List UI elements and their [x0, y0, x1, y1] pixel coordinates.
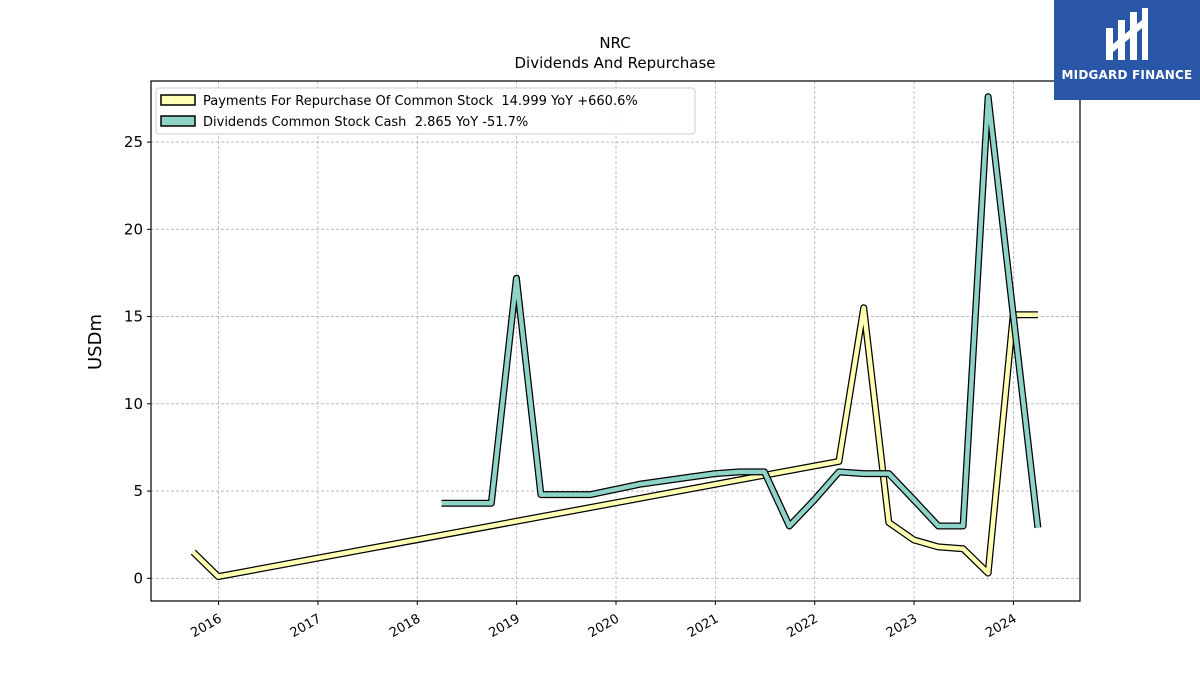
y-tick-label: 10	[124, 395, 143, 413]
series-line-1	[441, 94, 1041, 529]
x-tick-label: 2016	[188, 611, 224, 641]
x-tick-label: 2017	[288, 611, 324, 641]
legend-swatch-dividends	[160, 115, 196, 127]
legend: Payments For Repurchase Of Common Stock …	[155, 87, 696, 135]
series-lines	[190, 93, 1042, 581]
y-tick-label: 15	[124, 308, 143, 326]
x-tick-label: 2024	[983, 611, 1019, 641]
x-tick-label: 2019	[486, 611, 522, 641]
x-tick-label: 2018	[387, 611, 423, 641]
y-tick-label: 25	[124, 133, 143, 151]
legend-label-dividends: Dividends Common Stock Cash 2.865 YoY -5…	[203, 115, 528, 130]
legend-label-repurchase: Payments For Repurchase Of Common Stock …	[203, 94, 638, 109]
axis-ticks: 0 5 10 15 20 25 2016 2017 2018 2019 2020 2021 2022 20…	[124, 133, 1020, 641]
x-tick-label: 2023	[884, 611, 920, 641]
chart-subtitle: Dividends And Repurchase	[514, 54, 715, 72]
y-tick-label: 5	[133, 482, 143, 500]
x-tick-label: 2020	[586, 611, 622, 641]
brand-logo: MIDGARD FINANCE	[1054, 0, 1200, 100]
chart-title: NRC	[599, 34, 630, 52]
y-tick-label: 20	[124, 220, 143, 238]
midgard-logo-icon	[1106, 8, 1148, 60]
x-tick-label: 2021	[685, 611, 721, 641]
y-tick-label: 0	[133, 569, 143, 587]
legend-swatch-repurchase	[160, 94, 196, 106]
series-outline-1	[441, 93, 1042, 530]
series-line-0	[191, 305, 1038, 579]
y-axis-label: USDm	[85, 314, 106, 370]
brand-name: MIDGARD FINANCE	[1061, 68, 1193, 82]
x-tick-label: 2022	[785, 611, 821, 641]
legend-box	[155, 87, 696, 135]
grid	[151, 81, 1080, 601]
